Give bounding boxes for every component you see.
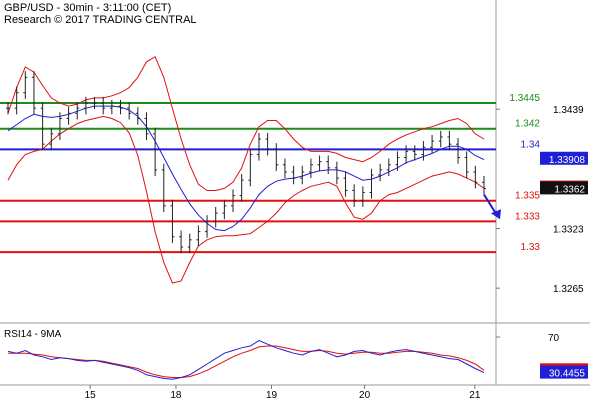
rsi-line (7, 340, 485, 380)
level-line-label: 1.333 (515, 211, 540, 222)
x-axis-tick-label: 21 (469, 390, 481, 400)
bollinger-lower-line (7, 115, 485, 284)
moving-average-line (7, 105, 485, 232)
rsi-series-layer (7, 340, 485, 380)
bollinger-upper-line (7, 55, 485, 191)
level-line-label: 1.33 (521, 242, 541, 253)
x-axis-tick-label: 15 (85, 390, 97, 400)
x-axis-tick-label: 18 (170, 390, 182, 400)
rsi-ma-line (8, 345, 485, 378)
y-axis-tick-label: 1.3265 (553, 284, 584, 295)
price-series-layer: 1.3445 1.342 1.34 1.335 1.333 1.33 (0, 55, 541, 284)
rsi-tag: 30.4455 (549, 369, 586, 380)
level-line-label: 1.342 (515, 119, 540, 130)
chart-subtitle: Research © 2017 TRADING CENTRAL (4, 14, 197, 26)
axes-layer: 1.3439 1.3323 1.3265 70 15 18 19 20 21 (85, 105, 584, 401)
y-axis-tick-label: 1.3439 (553, 105, 584, 116)
rsi-y-axis-tick-label: 70 (548, 333, 560, 344)
y-axis-tick-label: 1.3323 (553, 225, 584, 236)
rsi-panel-label: RSI14 - 9MA (4, 329, 62, 340)
level-line-label: 1.3445 (509, 93, 540, 104)
current-price-tag-box (540, 181, 588, 195)
projection-arrow-head (491, 209, 501, 220)
chart-title: GBP/USD - 30min - 3:11:00 (CET) (4, 2, 171, 14)
current-price-tag: 1.3362 (554, 184, 585, 195)
rsi-tag-box (540, 365, 588, 379)
level-line-label: 1.34 (521, 139, 541, 150)
x-axis-tick-label: 19 (266, 390, 278, 400)
x-axis-tick-label: 20 (359, 390, 371, 400)
indicator-tag-box (540, 151, 588, 165)
level-line-label: 1.335 (515, 191, 540, 202)
indicator-tag: 1.33908 (549, 155, 586, 166)
